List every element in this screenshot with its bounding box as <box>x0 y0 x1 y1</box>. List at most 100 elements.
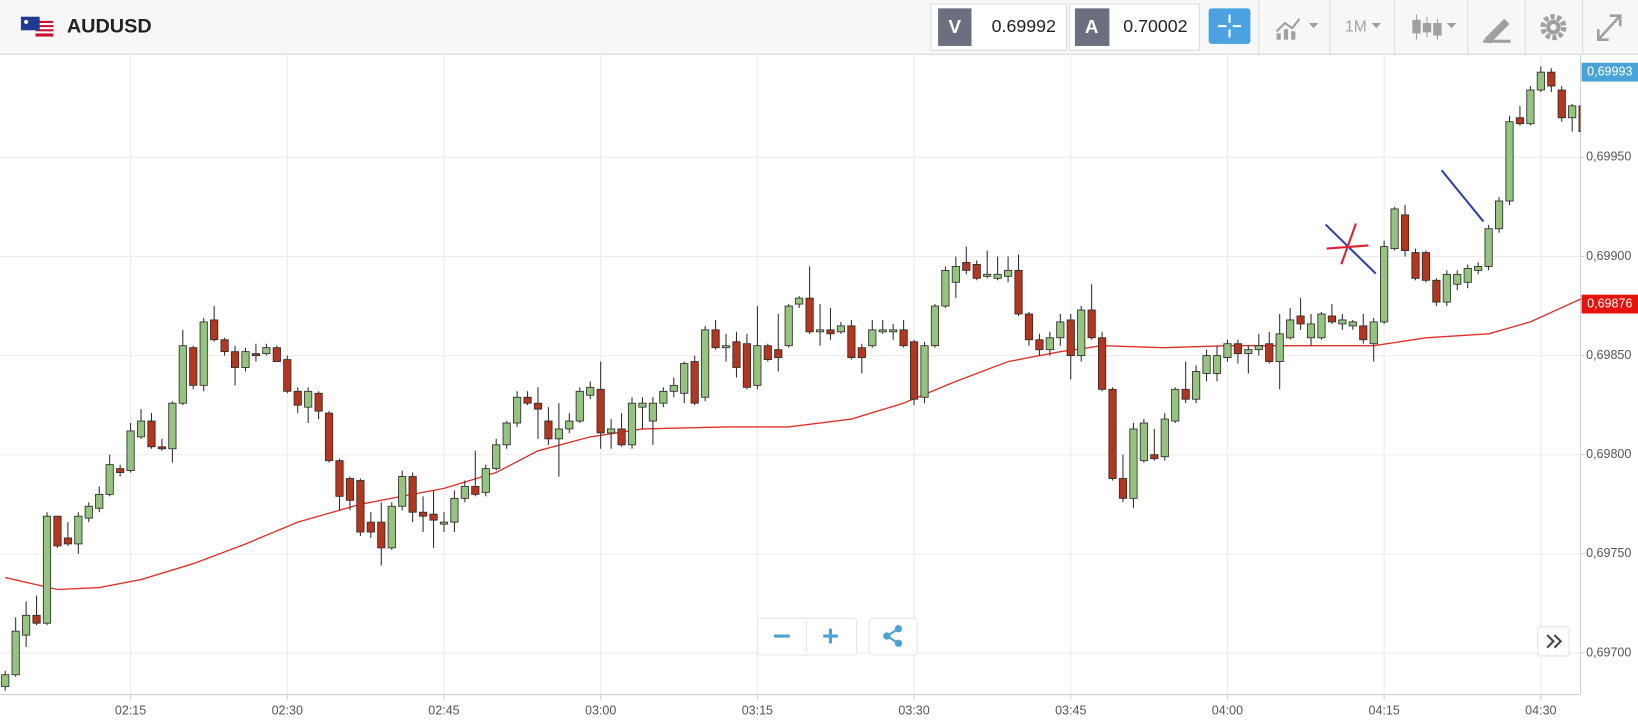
flag-icon <box>20 16 54 37</box>
candle-body <box>742 343 751 388</box>
candle-body <box>1578 105 1581 133</box>
candle-body <box>1129 428 1138 499</box>
candle-body <box>304 390 313 408</box>
candle-body <box>377 521 386 549</box>
candle-body <box>335 460 344 497</box>
candle-body <box>701 329 710 398</box>
candle-body <box>1202 355 1211 374</box>
candle-body <box>22 614 31 636</box>
candle-body <box>711 329 720 349</box>
candle-body <box>220 339 229 353</box>
candle-body <box>1244 349 1253 355</box>
candle-body <box>690 361 699 404</box>
candle-body <box>1400 214 1410 251</box>
candle-body <box>1536 71 1545 91</box>
candle-body <box>575 390 584 422</box>
candle-body <box>481 468 490 493</box>
fullscreen-button[interactable] <box>1596 14 1622 41</box>
settings-button[interactable] <box>1540 14 1567 41</box>
candle-body <box>178 345 187 404</box>
plot-area <box>1 66 1581 691</box>
candle-body <box>1442 273 1451 303</box>
candle-body <box>1212 355 1222 374</box>
candle-body <box>1327 315 1336 323</box>
x-tick-label: 03:00 <box>585 704 616 718</box>
candle-body <box>1338 319 1347 325</box>
candle-body <box>1139 422 1148 462</box>
candle-body <box>523 396 532 404</box>
candle-body <box>763 345 772 360</box>
candle-body <box>993 273 1002 279</box>
candle-body <box>983 273 992 277</box>
bid-label: V <box>949 16 962 37</box>
candle-body <box>554 428 563 440</box>
moving-average <box>5 298 1581 591</box>
axes: 0,69700 0,69750 0,69800 0,69850 0,69900 0,699… <box>115 62 1638 718</box>
candle-body <box>1526 89 1535 125</box>
ask-label: A <box>1085 16 1099 37</box>
toolbar <box>0 0 1638 55</box>
candle-body <box>1233 343 1242 355</box>
y-tick-label: 0,69700 <box>1586 645 1631 659</box>
candle-body <box>492 444 501 470</box>
candle-body <box>283 359 292 392</box>
candle-body <box>951 265 960 283</box>
candle-body <box>909 341 919 400</box>
candle-body <box>199 321 208 386</box>
candle-body <box>1066 319 1075 357</box>
candle-body <box>732 341 741 368</box>
candle-body <box>868 329 877 347</box>
drawings[interactable] <box>1324 169 1485 275</box>
x-tick-label: 04:15 <box>1368 704 1399 718</box>
candle-body <box>210 319 219 341</box>
candle-body <box>878 329 887 333</box>
candle-body <box>941 269 950 307</box>
price-tag-box <box>1581 62 1638 82</box>
candle-body <box>1014 269 1023 315</box>
candle-body <box>1463 267 1472 283</box>
candle-body <box>1453 273 1462 285</box>
candle-body <box>1484 228 1493 267</box>
candle-body <box>1547 71 1556 87</box>
candle-body <box>1505 121 1514 202</box>
candle-body <box>168 402 177 450</box>
candle-body <box>544 420 553 440</box>
candle-body <box>774 349 783 359</box>
candle-body <box>1108 388 1117 479</box>
candle-body <box>147 420 156 448</box>
crosshair-button[interactable] <box>1208 8 1251 44</box>
y-tick-label: 0,69750 <box>1586 546 1631 560</box>
zoom-controls <box>756 617 858 656</box>
candle-body <box>805 297 814 333</box>
candle-body <box>1515 117 1525 125</box>
candle-body <box>1181 388 1190 400</box>
candle-body <box>84 505 93 519</box>
candle-body <box>502 422 511 446</box>
candle-style-button[interactable] <box>1412 14 1457 40</box>
price-tag-label: 0,69876 <box>1587 296 1632 310</box>
candle-body <box>1359 325 1368 341</box>
candle-body <box>1118 478 1128 499</box>
candle-body <box>189 347 198 386</box>
candle-body <box>1254 345 1263 351</box>
candle-body <box>972 264 981 279</box>
candle-body <box>126 430 135 472</box>
x-tick-label: 03:30 <box>898 704 929 718</box>
candle-body <box>293 390 302 406</box>
chart-type-button[interactable] <box>1275 18 1319 40</box>
candle-body <box>1035 339 1044 351</box>
candle-body <box>429 513 438 521</box>
draw-button[interactable] <box>1483 18 1511 44</box>
candle-body <box>627 402 637 446</box>
candle-body <box>387 505 396 549</box>
candle-body <box>533 402 543 410</box>
zoom-in-button[interactable] <box>823 628 838 644</box>
candle-body <box>1494 200 1504 230</box>
candle-body <box>1568 105 1577 119</box>
toolbar-separators <box>1258 0 1584 55</box>
timeframe-button[interactable]: 1M <box>1345 18 1382 35</box>
candle-body <box>32 614 41 624</box>
share-button[interactable] <box>868 617 918 656</box>
scroll-end-button[interactable] <box>1537 626 1570 657</box>
candle-body <box>1171 388 1180 422</box>
